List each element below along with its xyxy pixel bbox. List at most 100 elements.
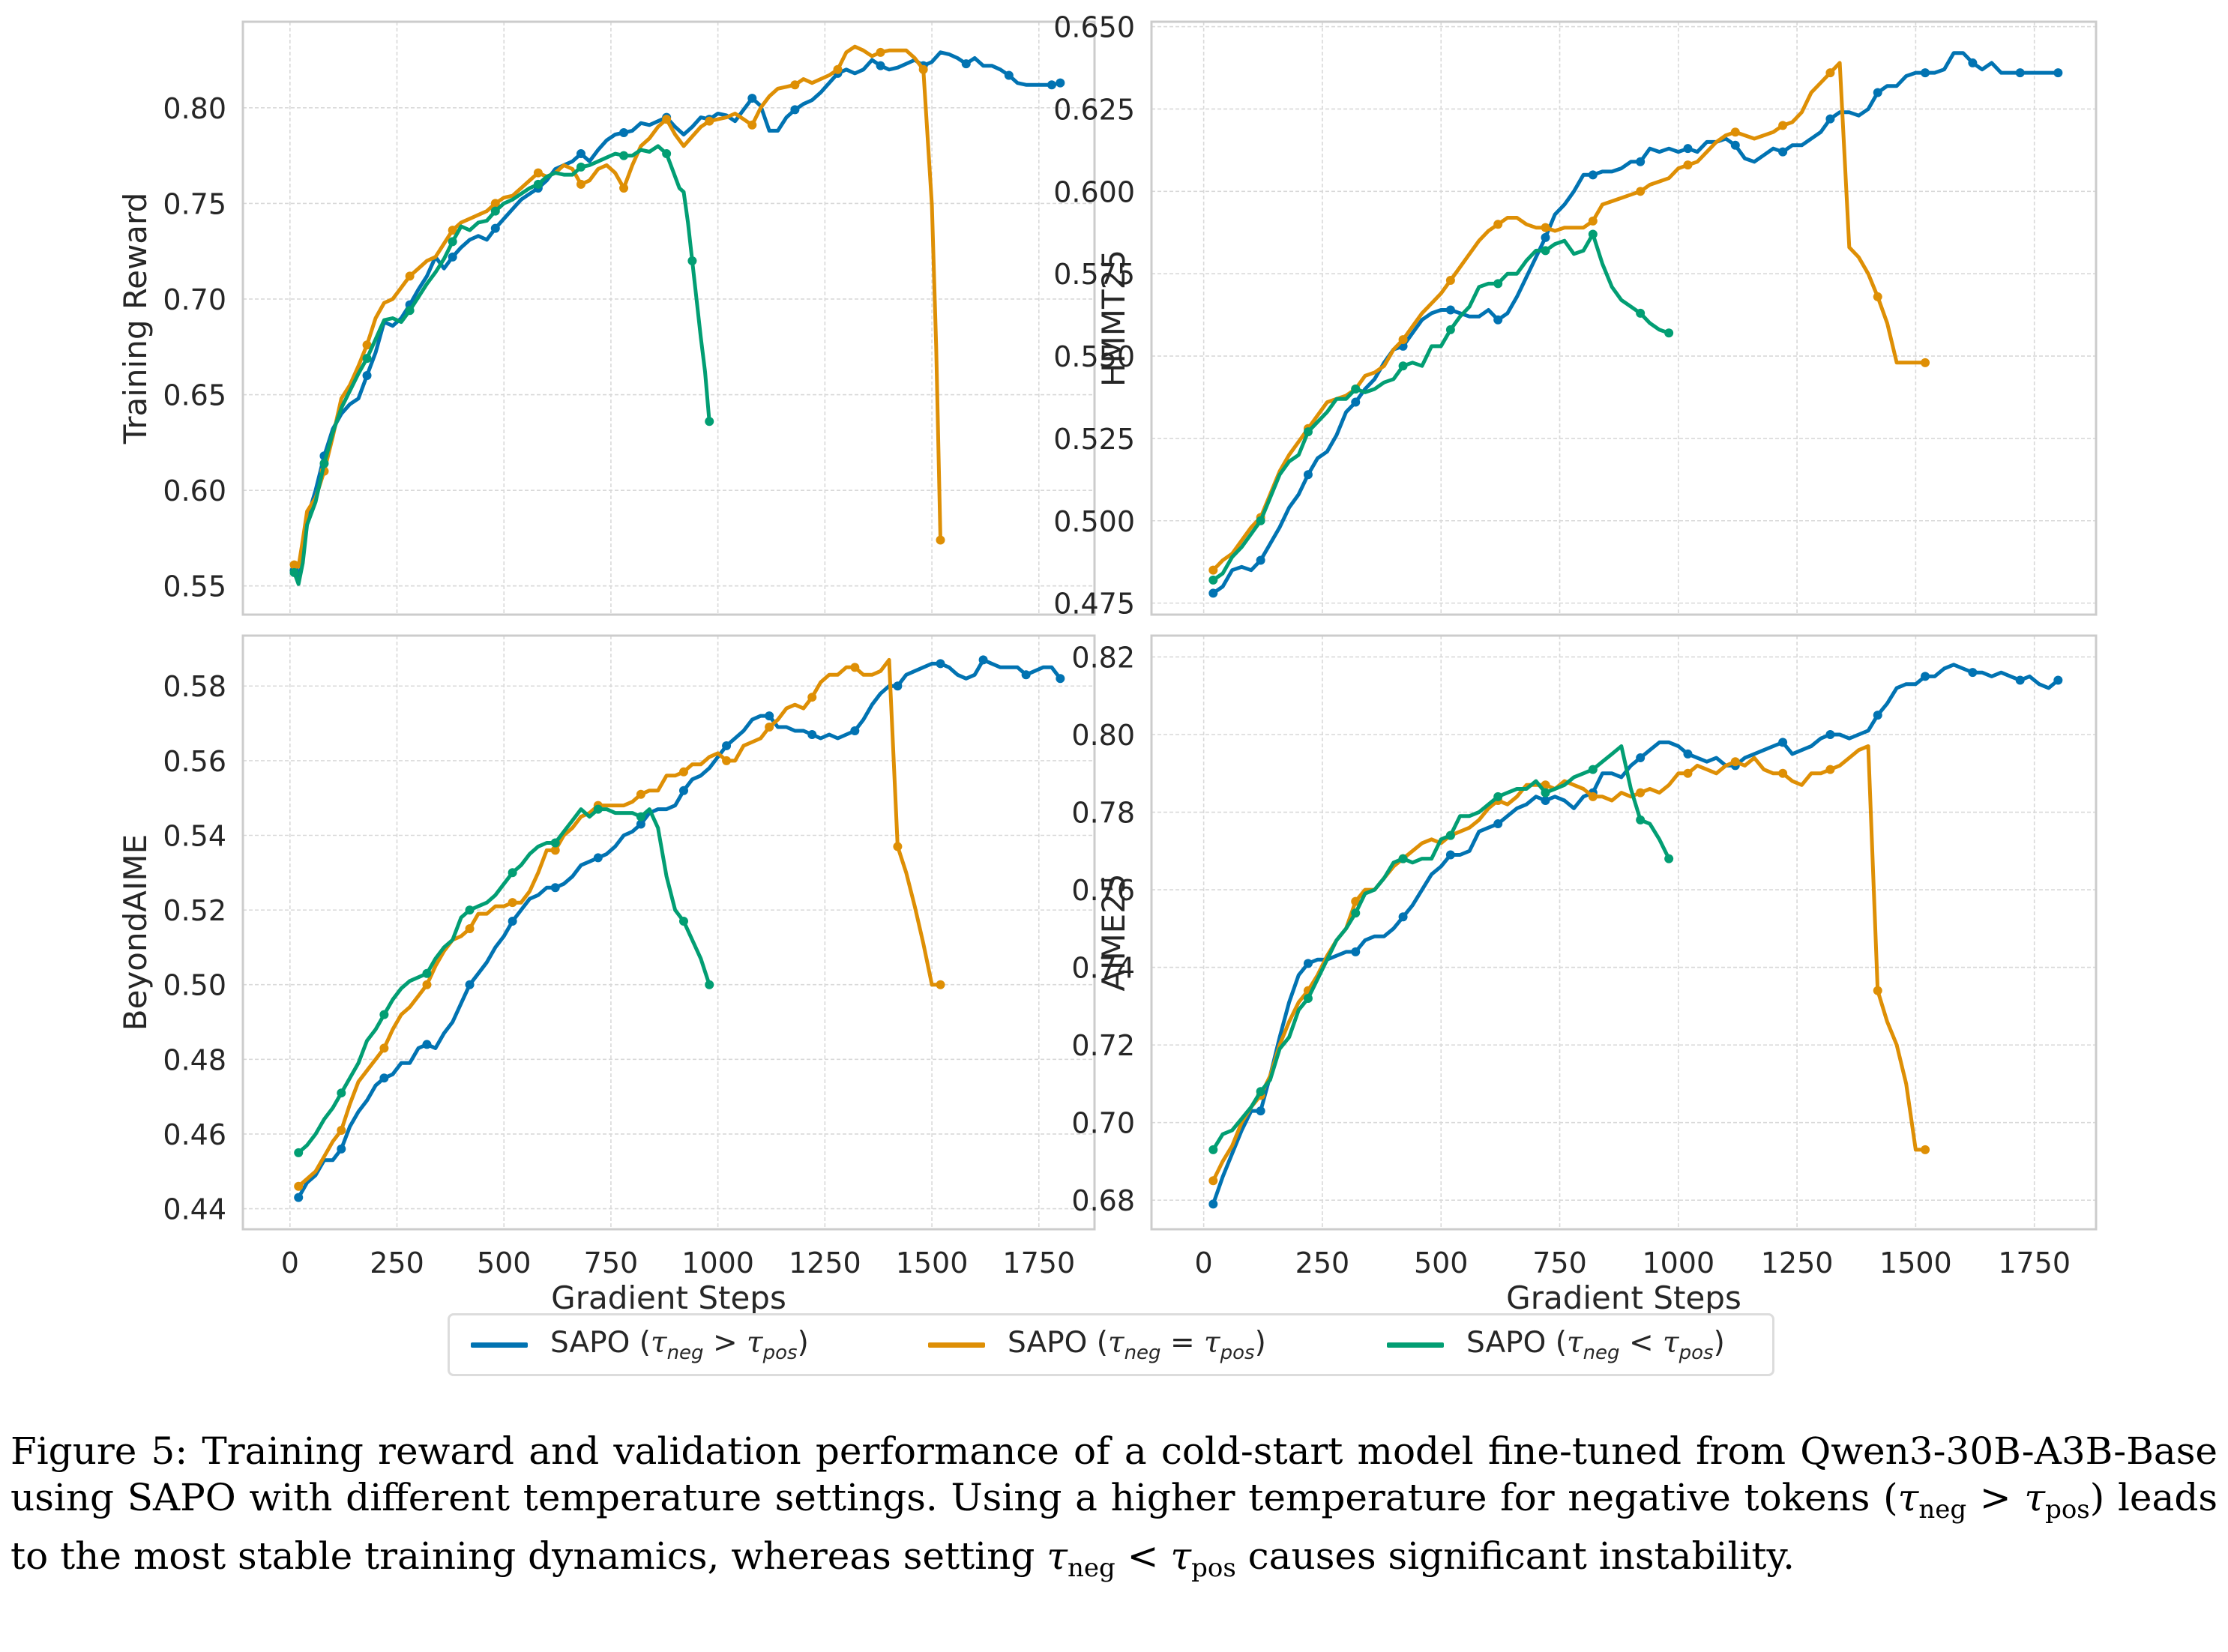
tau-symbol: τ [1897,1476,1919,1519]
data-point [1683,160,1693,170]
data-point [1445,325,1455,334]
data-point [1541,246,1550,256]
tau-symbol: τ [1170,1534,1192,1578]
figure-caption: Figure 5: Training reward and validation… [10,1428,2218,1591]
data-point [918,64,928,74]
plot-area [243,636,1095,1229]
data-point [337,1126,346,1135]
data-point [448,237,457,247]
data-point [379,1073,389,1083]
y-tick-label: 0.575 [1053,258,1135,291]
legend-swatch [1387,1342,1444,1348]
data-point [465,980,475,989]
data-point [1683,749,1693,759]
x-tick-label: 1000 [1642,1246,1714,1279]
data-point [1256,516,1265,525]
data-point [747,94,757,103]
data-point [678,786,688,795]
x-tick-label: 1500 [1879,1246,1952,1279]
data-point [1873,292,1882,301]
data-point [1588,765,1598,774]
data-point [422,1040,432,1049]
x-tick-label: 500 [477,1246,532,1279]
data-point [533,179,543,189]
data-point [2015,68,2025,78]
data-point [619,127,629,137]
data-point [1004,70,1014,80]
plot-frame [241,20,1096,616]
data-point [1778,768,1788,778]
series-group [289,44,1065,586]
data-point [662,149,672,159]
data-point [422,968,432,978]
data-point [678,767,688,777]
x-tick-label: 500 [1414,1246,1469,1279]
data-point [1445,850,1455,860]
y-tick-label: 0.44 [163,1193,226,1226]
data-point [319,459,329,468]
data-point [978,655,988,665]
legend-label: SAPO (τneg = τpos) [1008,1325,1266,1364]
data-point [687,256,697,265]
data-point [362,340,372,350]
y-tick-label: 0.82 [1071,641,1135,674]
data-point [1921,672,1930,681]
data-point [1636,815,1646,825]
data-point [1445,275,1455,285]
x-axis-label: Gradient Steps [1506,1279,1741,1316]
x-tick-label: 0 [1195,1246,1213,1279]
data-point [619,183,629,193]
data-point [294,1193,304,1202]
legend-label: SAPO (τneg < τpos) [1466,1325,1725,1364]
data-point [893,681,903,691]
caption-text: ) leads to the most stable training dyna… [10,1476,2218,1578]
tau-symbol: τ [2024,1476,2046,1519]
data-point [1303,470,1313,480]
data-point [876,61,885,70]
data-point [936,659,945,669]
legend-item-neg-eq-pos: SAPO (τneg = τpos) [928,1315,1266,1374]
caption-prefix: Figure 5: [10,1429,188,1473]
data-point [508,898,517,908]
data-point [379,1043,389,1053]
data-point [850,663,860,672]
legend-item-neg-lt-pos: SAPO (τneg < τpos) [1387,1315,1725,1374]
y-tick-label: 0.46 [163,1118,226,1151]
data-point [593,853,603,863]
data-point [936,980,945,989]
y-tick-label: 0.50 [163,969,226,1002]
x-tick-label: 750 [584,1246,639,1279]
data-point [1021,670,1031,680]
y-tick-label: 0.70 [163,283,226,316]
x-tick-label: 250 [1295,1246,1350,1279]
caption-text: Training reward and validation performan… [10,1429,2218,1519]
data-point [1445,305,1455,315]
y-tick-label: 0.75 [163,187,226,220]
data-point [2053,68,2063,78]
caption-sub: neg [1918,1495,1967,1525]
data-point [508,868,517,878]
y-tick-label: 0.72 [1071,1029,1135,1062]
y-tick-label: 0.52 [163,894,226,927]
data-point [550,838,560,848]
data-point [448,226,457,235]
data-point [1825,114,1835,124]
data-point [362,354,372,364]
x-tick-label: 1250 [789,1246,861,1279]
data-point [490,199,500,208]
data-point [1588,229,1598,239]
data-point [1056,78,1065,88]
data-point [1208,588,1218,598]
legend-item-neg-gt-pos: SAPO (τneg > τpos) [471,1315,809,1374]
data-point [1351,896,1361,906]
x-tick-label: 1750 [1002,1246,1075,1279]
y-tick-label: 0.80 [1071,719,1135,752]
plot-frame [1150,20,2098,616]
data-point [405,306,415,316]
data-point [362,371,372,381]
caption-sub: pos [1191,1553,1236,1583]
data-point [807,730,817,739]
legend-label: SAPO (τneg > τpos) [550,1325,809,1364]
legend: SAPO (τneg > τpos) SAPO (τneg = τpos) SA… [448,1313,1774,1376]
data-point [422,980,432,989]
